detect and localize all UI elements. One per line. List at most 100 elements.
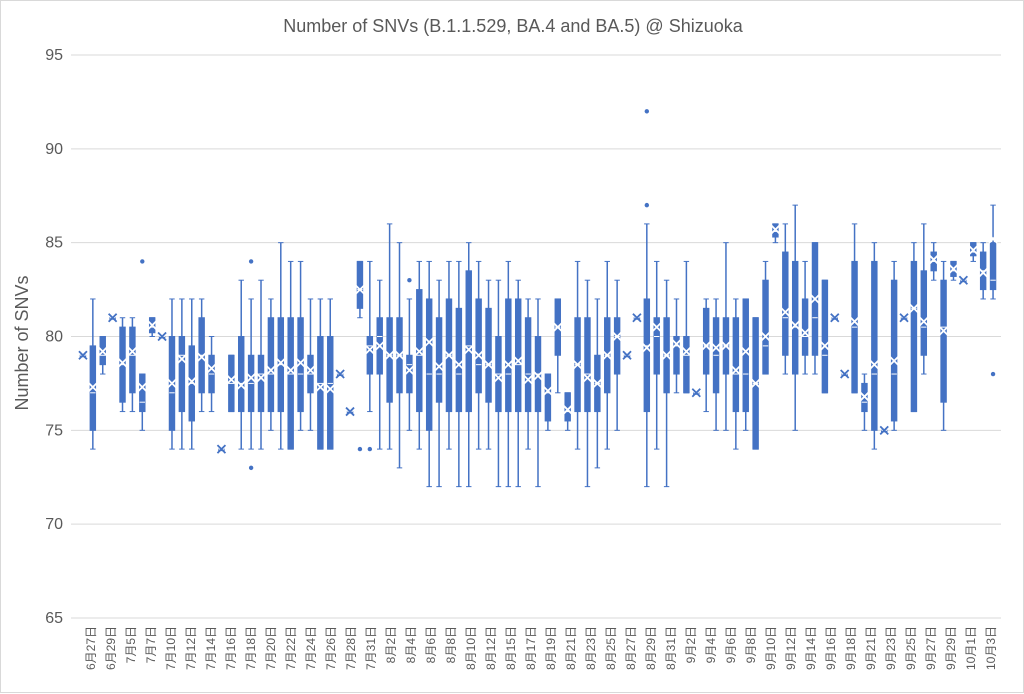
mean-marker — [98, 346, 108, 357]
box-plot — [533, 298, 543, 488]
mean-marker — [879, 425, 889, 435]
x-tick-label: 9月8日 — [744, 626, 758, 663]
box — [465, 270, 472, 413]
box — [139, 373, 146, 413]
x-tick-label: 9月6日 — [724, 626, 738, 663]
mean-marker — [978, 268, 988, 278]
mean-marker — [948, 264, 959, 274]
y-tick-label: 90 — [45, 141, 63, 158]
box-plot — [523, 298, 533, 450]
x-tick-label: 8月2日 — [384, 626, 398, 663]
box-plot — [948, 260, 959, 281]
box-plot — [909, 242, 919, 413]
mean-marker — [849, 316, 860, 327]
mean-marker — [365, 345, 375, 355]
x-tick-label: 8月15日 — [504, 626, 518, 670]
x-tick-label: 8月12日 — [484, 626, 498, 670]
mean-marker — [315, 382, 326, 392]
mean-marker — [286, 365, 296, 375]
mean-marker — [790, 320, 800, 330]
box — [732, 317, 740, 413]
box-plot — [652, 260, 662, 450]
mean-marker — [375, 341, 385, 351]
mean-marker — [543, 386, 553, 396]
mean-marker — [869, 360, 879, 370]
box — [287, 317, 294, 450]
mean-marker — [216, 444, 227, 454]
x-tick-label: 9月14日 — [804, 626, 818, 670]
mean-marker — [780, 307, 790, 317]
box-plot — [958, 275, 969, 285]
mean-marker — [88, 382, 98, 392]
outlier-point — [407, 278, 412, 283]
mean-marker — [355, 284, 365, 295]
mean-marker — [691, 388, 701, 398]
box-plot — [197, 298, 207, 413]
outlier-point — [357, 446, 363, 452]
box-plot — [988, 204, 998, 377]
box — [920, 270, 928, 356]
x-tick-label: 9月12日 — [784, 626, 798, 670]
box-plot — [157, 331, 167, 342]
box-plot — [107, 313, 118, 323]
box-plot — [513, 279, 523, 488]
mean-marker — [503, 360, 513, 370]
mean-marker — [157, 331, 167, 342]
box-plot — [681, 260, 692, 394]
box-plot — [780, 223, 790, 375]
mean-marker — [840, 369, 850, 379]
box-plot — [741, 298, 751, 431]
box-plot — [98, 336, 108, 375]
mean-marker — [226, 375, 236, 385]
box — [455, 307, 463, 413]
box — [514, 298, 522, 413]
box — [356, 260, 364, 309]
mean-marker — [859, 391, 870, 402]
box — [702, 307, 710, 375]
box — [238, 336, 245, 413]
mean-marker — [107, 313, 118, 323]
box — [801, 298, 809, 356]
box-plot — [701, 298, 711, 413]
box-plot — [464, 242, 474, 488]
mean-marker — [582, 373, 593, 383]
box — [267, 317, 275, 413]
box — [683, 336, 690, 394]
box-plot — [187, 298, 197, 450]
mean-marker — [899, 313, 909, 323]
mean-marker — [563, 405, 573, 415]
box-plot — [632, 313, 642, 323]
x-tick-label: 7月16日 — [224, 626, 238, 670]
x-tick-label: 9月2日 — [684, 626, 698, 663]
box — [989, 242, 997, 291]
mean-marker — [345, 406, 355, 417]
mean-marker — [305, 365, 316, 375]
outlier-point — [644, 202, 650, 208]
mean-marker — [929, 254, 939, 265]
mean-marker — [464, 345, 474, 355]
box — [524, 317, 532, 413]
mean-marker — [642, 343, 652, 353]
mean-marker — [681, 346, 692, 357]
box — [782, 251, 789, 356]
box-plot — [177, 298, 187, 450]
mean-marker — [830, 313, 840, 323]
x-tick-label: 8月31日 — [664, 626, 678, 670]
box-plot — [414, 260, 424, 450]
mean-marker — [701, 341, 711, 351]
mean-marker — [177, 354, 187, 364]
mean-marker — [137, 382, 147, 392]
gridlines — [71, 54, 1001, 619]
x-tick-label: 7月18日 — [244, 626, 258, 670]
mean-marker — [622, 350, 632, 360]
box-plot — [978, 242, 988, 300]
mean-marker — [483, 360, 494, 370]
box-plot — [404, 278, 415, 431]
box-plot — [750, 317, 761, 450]
x-tick-label: 9月29日 — [944, 626, 958, 670]
mean-marker — [147, 320, 157, 330]
mean-marker — [384, 350, 395, 360]
mean-marker — [236, 380, 246, 390]
x-tick-label: 9月25日 — [904, 626, 918, 670]
